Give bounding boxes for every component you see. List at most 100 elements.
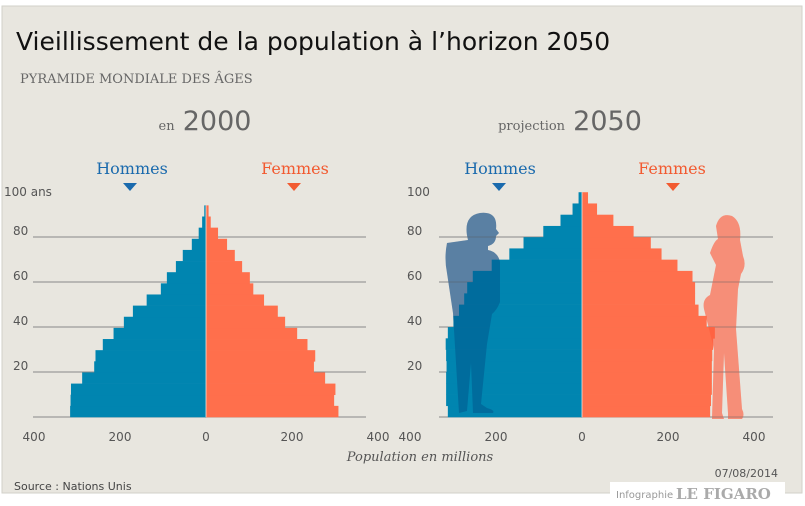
bar-hommes-70-74 <box>509 248 582 260</box>
bar-hommes-30-34 <box>445 338 582 350</box>
le-figaro-logo: LE FIGARO <box>676 485 771 503</box>
x-axis-label: Population en millions <box>346 450 494 465</box>
bar-femmes-20-24 <box>582 360 712 373</box>
bar-hommes-5-9 <box>70 394 206 407</box>
bar-femmes-5-9 <box>582 394 711 407</box>
bar-femmes-35-39 <box>206 327 298 340</box>
bar-femmes-45-49 <box>206 305 278 318</box>
bar-hommes-85-89 <box>560 214 582 227</box>
bar-femmes-30-34 <box>582 338 714 350</box>
bar-femmes-55-59 <box>206 283 254 295</box>
page-title: Vieillissement de la population à l’hori… <box>16 27 610 56</box>
bar-femmes-80-84 <box>206 227 219 240</box>
bar-hommes-5-9 <box>446 394 582 407</box>
bar-femmes-50-54 <box>206 294 265 306</box>
bar-femmes-55-59 <box>582 282 696 294</box>
woman-silhouette-icon <box>703 215 745 419</box>
bar-hommes-70-74 <box>182 249 206 262</box>
heading-year: 2050 <box>573 106 642 137</box>
bar-hommes-25-29 <box>446 349 582 362</box>
bar-femmes-90-94 <box>582 203 598 216</box>
bar-hommes-15-19 <box>446 372 582 384</box>
legend-femmes: Femmes <box>261 159 329 178</box>
bar-hommes-35-39 <box>447 327 582 339</box>
bar-femmes-65-69 <box>206 261 243 273</box>
legend-hommes: Hommes <box>464 159 536 178</box>
bar-femmes-5-9 <box>206 394 335 407</box>
bar-femmes-15-19 <box>582 372 712 384</box>
bar-hommes-0-4 <box>70 405 207 418</box>
bar-femmes-0-4 <box>582 405 711 418</box>
bar-hommes-95-99 <box>578 192 582 204</box>
credit-box <box>610 482 785 506</box>
bar-femmes-85-89 <box>206 216 211 228</box>
bar-femmes-60-64 <box>206 272 250 284</box>
bar-femmes-85-89 <box>582 214 614 227</box>
bar-hommes-65-69 <box>175 261 206 273</box>
bar-hommes-25-29 <box>95 350 206 362</box>
bar-hommes-45-49 <box>132 305 206 318</box>
x-tick-label: 200 <box>281 430 304 444</box>
bar-femmes-30-34 <box>206 339 308 351</box>
bar-hommes-85-89 <box>202 216 206 228</box>
bar-hommes-40-44 <box>453 315 582 328</box>
bar-hommes-35-39 <box>113 327 206 340</box>
bar-femmes-40-44 <box>206 316 286 329</box>
bar-femmes-20-24 <box>206 361 314 373</box>
legend-hommes: Hommes <box>96 159 168 178</box>
bar-hommes-60-64 <box>472 270 582 283</box>
femmes-marker-icon <box>287 183 301 191</box>
bar-hommes-10-14 <box>70 383 206 396</box>
bar-hommes-0-4 <box>447 405 582 418</box>
y-tick-label: 80 <box>13 224 28 238</box>
x-tick-label: 400 <box>23 430 46 444</box>
y-tick-label: 60 <box>407 269 422 283</box>
bar-hommes-80-84 <box>198 227 206 240</box>
x-tick-label: 200 <box>109 430 132 444</box>
bar-femmes-75-79 <box>582 237 651 249</box>
y-tick-label: 20 <box>407 359 422 373</box>
bar-hommes-80-84 <box>543 225 582 238</box>
bar-femmes-15-19 <box>206 372 326 384</box>
x-tick-label: 400 <box>399 430 422 444</box>
bar-hommes-30-34 <box>102 339 206 351</box>
bar-femmes-90+ <box>206 205 209 217</box>
heading-prefix: en <box>159 119 176 134</box>
y-tick-label: 100 ans <box>4 185 52 199</box>
y-tick-label: 80 <box>407 224 422 238</box>
bar-femmes-35-39 <box>582 327 715 339</box>
bar-hommes-90+ <box>204 205 206 217</box>
bar-femmes-70-74 <box>582 248 662 260</box>
bar-femmes-10-14 <box>582 383 712 395</box>
heading-2000: en 2000 <box>159 106 252 137</box>
bar-hommes-75-79 <box>191 238 206 251</box>
bar-hommes-65-69 <box>491 259 582 272</box>
bar-hommes-45-49 <box>459 304 582 317</box>
bar-hommes-75-79 <box>523 237 582 249</box>
bar-hommes-20-24 <box>446 360 582 373</box>
pyramid-2050: projection 2050 Hommes Femmes 20 40 60 80 10… <box>399 106 773 444</box>
bar-femmes-25-29 <box>582 349 713 362</box>
y-tick-label: 20 <box>13 359 28 373</box>
legend-femmes: Femmes <box>638 159 706 178</box>
bar-hommes-60-64 <box>166 272 206 284</box>
woman-silhouette-overlay-icon <box>703 215 745 419</box>
credit-prefix: Infographie <box>616 490 673 501</box>
x-tick-label: 200 <box>485 430 508 444</box>
x-tick-label: 200 <box>657 430 680 444</box>
bar-femmes-95-99 <box>582 192 589 204</box>
bar-hommes-50-54 <box>146 294 206 306</box>
femmes-marker-icon <box>666 183 680 191</box>
subtitle: PYRAMIDE MONDIALE DES ÂGES <box>20 71 253 87</box>
bar-femmes-80-84 <box>582 225 634 238</box>
hommes-marker-icon <box>492 183 506 191</box>
bar-hommes-55-59 <box>467 282 582 294</box>
bar-femmes-10-14 <box>206 383 336 396</box>
heading-prefix: projection <box>498 119 566 134</box>
bar-femmes-75-79 <box>206 238 228 251</box>
y-tick-label: 40 <box>407 314 422 328</box>
x-tick-label: 0 <box>578 430 586 444</box>
